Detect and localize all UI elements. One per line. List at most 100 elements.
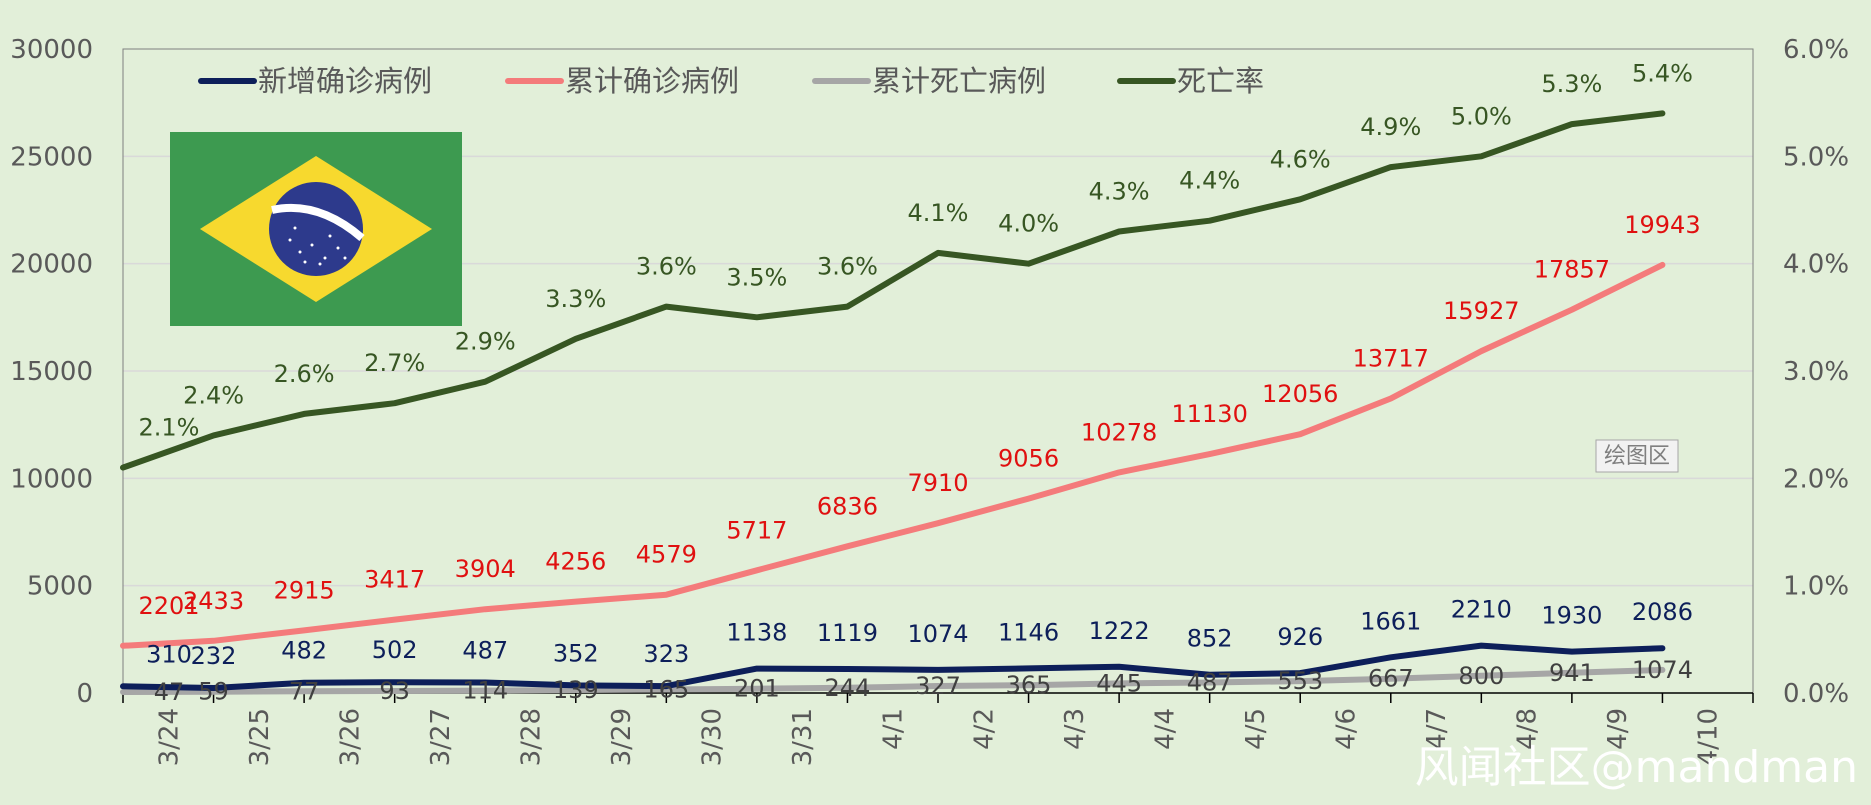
- data-label-new: 310: [146, 640, 192, 668]
- data-label-deaths: 165: [643, 675, 689, 703]
- data-label-new: 1661: [1360, 607, 1421, 635]
- data-label-cumulative: 2433: [183, 587, 244, 615]
- brazil-flag-icon: [170, 132, 462, 326]
- data-label-deaths: 139: [553, 676, 599, 704]
- data-label-cumulative: 7910: [907, 469, 968, 497]
- data-label-rate: 3.6%: [636, 253, 697, 281]
- series-lines: [120, 110, 1666, 695]
- y-tick-label: 10000: [10, 464, 93, 494]
- y2-tick-label: 4.0%: [1783, 250, 1849, 280]
- data-label-cumulative: 4579: [636, 541, 697, 569]
- plot-area-tag: 绘图区: [1595, 439, 1679, 473]
- y2-tick-label: 3.0%: [1783, 357, 1849, 387]
- y-tick-label: 5000: [27, 572, 93, 602]
- y2-tick-label: 2.0%: [1783, 464, 1849, 494]
- data-label-rate: 4.3%: [1089, 177, 1150, 205]
- data-label-new: 352: [553, 639, 599, 667]
- data-label-deaths: 59: [198, 678, 229, 706]
- x-tick-label: 4/8: [1513, 708, 1543, 750]
- data-label-rate: 2.7%: [364, 349, 425, 377]
- x-tick-label: 4/5: [1241, 708, 1271, 750]
- x-tick-label: 4/9: [1603, 708, 1633, 750]
- data-label-cumulative: 19943: [1624, 211, 1700, 239]
- data-label-deaths: 327: [915, 672, 961, 700]
- data-label-deaths: 244: [825, 674, 871, 702]
- legend: 新增确诊病例 累计确诊病例 累计死亡病例 死亡率: [198, 64, 1264, 98]
- y-tick-label: 30000: [10, 35, 93, 65]
- data-label-cumulative: 10278: [1081, 418, 1157, 446]
- x-tick-label: 3/28: [517, 708, 547, 766]
- data-label-cumulative: 17857: [1534, 256, 1610, 284]
- x-tick-label: 3/27: [426, 708, 456, 766]
- data-label-new: 1119: [817, 619, 878, 647]
- x-tick-label: 4/4: [1150, 708, 1180, 750]
- data-label-deaths: 941: [1549, 659, 1595, 687]
- data-label-cumulative: 5717: [726, 516, 787, 544]
- x-tick-label: 4/6: [1332, 708, 1362, 750]
- data-label-rate: 5.0%: [1451, 102, 1512, 130]
- data-label-new: 232: [191, 642, 237, 670]
- data-label-rate: 2.4%: [183, 381, 244, 409]
- data-label-deaths: 1074: [1632, 656, 1693, 684]
- data-label-new: 2086: [1632, 598, 1693, 626]
- series-line-2: [120, 666, 1666, 695]
- series-line-1: [120, 261, 1666, 649]
- data-label-deaths: 47: [154, 678, 185, 706]
- data-label-deaths: 365: [1006, 671, 1052, 699]
- data-label-cumulative: 15927: [1443, 297, 1519, 325]
- data-label-cumulative: 3904: [455, 555, 516, 583]
- data-label-cumulative: 4256: [545, 548, 606, 576]
- data-label-deaths: 667: [1368, 665, 1414, 693]
- y-axis-left: 0 5000 10000 15000 20000 25000 30000: [10, 35, 93, 709]
- x-tick-label: 4/3: [1060, 708, 1090, 750]
- x-tick-label: 3/25: [245, 708, 275, 766]
- data-label-new: 1074: [907, 620, 968, 648]
- y2-tick-label: 5.0%: [1783, 142, 1849, 172]
- data-label-rate: 4.4%: [1179, 167, 1240, 195]
- y-axis-right: 0.0% 1.0% 2.0% 3.0% 4.0% 5.0% 6.0%: [1783, 35, 1849, 709]
- x-axis: 3/24 3/25 3/26 3/27 3/28 3/29 3/30 3/31 4/1 4/2 4/…: [122, 692, 1754, 766]
- data-label-deaths: 77: [289, 677, 320, 705]
- plot-area-tag-text: 绘图区: [1604, 444, 1670, 469]
- data-label-new: 1222: [1089, 617, 1150, 645]
- y2-tick-label: 1.0%: [1783, 572, 1849, 602]
- data-label-cumulative: 12056: [1262, 380, 1338, 408]
- watermark-text: 风闻社区@mandman: [1415, 742, 1858, 793]
- series-line-3: [120, 110, 1666, 471]
- data-label-cumulative: 13717: [1353, 345, 1429, 373]
- data-label-cumulative: 2915: [274, 576, 335, 604]
- x-tick-label: 3/30: [698, 708, 728, 766]
- data-label-deaths: 800: [1458, 662, 1504, 690]
- data-label-deaths: 114: [462, 677, 508, 705]
- data-label-rate: 5.4%: [1632, 59, 1693, 87]
- x-tick-label: 3/26: [335, 708, 365, 766]
- data-label-cumulative: 3417: [364, 566, 425, 594]
- data-label-rate: 4.9%: [1360, 113, 1421, 141]
- x-tick-label: 4/10: [1694, 708, 1724, 766]
- data-label-rate: 3.3%: [545, 285, 606, 313]
- data-label-cumulative: 9056: [998, 445, 1059, 473]
- data-label-deaths: 487: [1187, 669, 1233, 697]
- legend-label: 累计确诊病例: [565, 64, 739, 98]
- data-label-rate: 2.6%: [274, 360, 335, 388]
- data-label-deaths: 201: [734, 675, 780, 703]
- y2-tick-label: 6.0%: [1783, 35, 1849, 65]
- data-label-new: 1930: [1541, 602, 1602, 630]
- data-label-new: 852: [1187, 625, 1233, 653]
- y2-tick-label: 0.0%: [1783, 679, 1849, 709]
- legend-label: 新增确诊病例: [258, 64, 432, 98]
- data-label-cumulative: 11130: [1171, 400, 1247, 428]
- legend-label: 累计死亡病例: [872, 64, 1046, 98]
- x-tick-label: 4/2: [969, 708, 999, 750]
- data-label-cumulative: 6836: [817, 492, 878, 520]
- data-label-deaths: 93: [379, 677, 410, 705]
- data-label-rate: 3.6%: [817, 253, 878, 281]
- data-label-rate: 4.6%: [1270, 145, 1331, 173]
- data-label-new: 926: [1277, 623, 1323, 651]
- legend-label: 死亡率: [1177, 64, 1264, 98]
- y-tick-label: 20000: [10, 250, 93, 280]
- data-label-deaths: 445: [1096, 669, 1142, 697]
- data-label-rate: 2.1%: [139, 414, 200, 442]
- series-line-0: [120, 642, 1666, 691]
